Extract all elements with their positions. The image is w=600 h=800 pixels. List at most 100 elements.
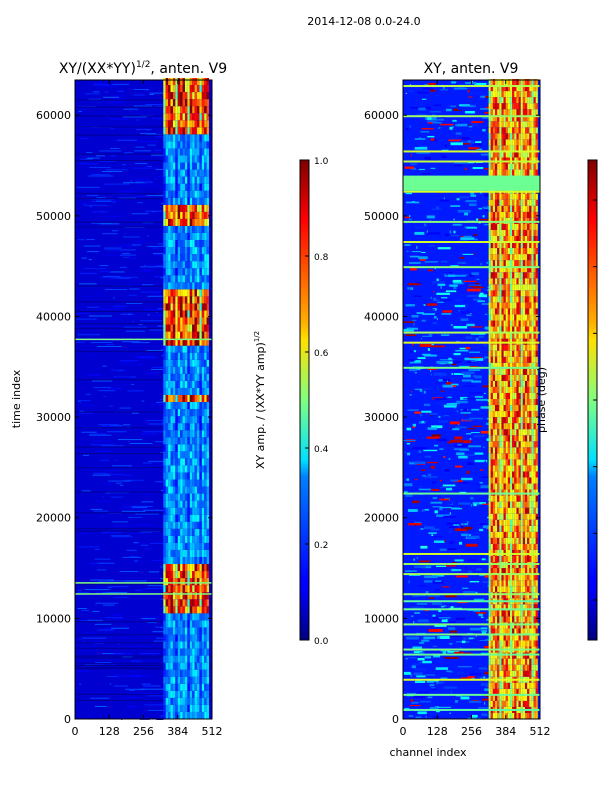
heatmap-cell	[112, 618, 126, 620]
heatmap-cell	[503, 211, 506, 218]
heatmap-cell	[170, 183, 173, 191]
heatmap-cell	[487, 322, 489, 325]
heatmap-cell	[501, 501, 504, 508]
heatmap-cell	[516, 398, 519, 406]
heatmap-cell	[180, 204, 183, 212]
heatmap-cell	[189, 169, 193, 177]
heatmap-cell	[507, 193, 511, 200]
heatmap-cell	[516, 543, 519, 550]
heatmap-cell	[197, 564, 200, 572]
heatmap-cell	[443, 686, 457, 689]
heatmap-cell	[175, 493, 178, 501]
heatmap-cell	[130, 189, 133, 191]
heatmap-cell	[197, 134, 200, 142]
heatmap-cell	[184, 711, 188, 719]
heatmap-cell	[510, 537, 513, 544]
heatmap-cell	[497, 513, 500, 520]
heatmap-cell	[510, 97, 513, 104]
heatmap-cell	[437, 318, 438, 321]
heatmap-cell	[206, 155, 210, 163]
heatmap-cell	[180, 542, 183, 550]
heatmap-cell	[449, 643, 453, 645]
heatmap-cell	[142, 431, 164, 433]
heatmap-cell	[175, 106, 178, 114]
heatmap-cell	[520, 543, 523, 550]
heatmap-cell	[117, 636, 130, 638]
heatmap-cell	[194, 585, 198, 593]
heatmap-cell	[168, 514, 171, 522]
heatmap-cell	[180, 564, 183, 572]
heatmap-cell	[201, 627, 205, 635]
heatmap-cell	[516, 115, 519, 122]
heatmap-cell	[168, 77, 171, 86]
heatmap-cell	[512, 284, 515, 291]
heatmap-cell	[184, 690, 188, 698]
heatmap-cell	[514, 260, 517, 267]
heatmap-cell	[177, 162, 181, 170]
heatmap-cell	[204, 620, 207, 628]
heatmap-cell	[206, 465, 210, 473]
heatmap-cell	[507, 235, 511, 243]
heatmap-cell	[405, 570, 417, 572]
heatmap-cell	[490, 145, 493, 152]
heatmap-cell	[499, 223, 502, 230]
heatmap-cell	[170, 289, 173, 297]
heatmap-cell	[512, 586, 515, 593]
heatmap-cell	[163, 113, 166, 121]
heatmap-cell	[112, 614, 123, 616]
heatmap-cell	[520, 495, 523, 502]
heatmap-cell	[180, 211, 183, 219]
heatmap-cell	[192, 507, 195, 515]
heatmap-cell	[418, 168, 425, 171]
heatmap-cell	[449, 512, 451, 515]
heatmap-cell	[187, 380, 190, 388]
heatmap-cell	[461, 371, 475, 374]
heatmap-cell	[197, 317, 200, 325]
heatmap-cell	[499, 374, 502, 381]
heatmap-cell	[512, 531, 515, 538]
heatmap-cell	[443, 86, 445, 89]
heatmap-cell	[175, 711, 178, 719]
heatmap-cell	[201, 275, 205, 283]
heatmap-cell	[199, 387, 202, 395]
heatmap-cell	[512, 459, 515, 466]
heatmap-cell	[182, 486, 185, 494]
heatmap-cell	[503, 519, 506, 526]
heatmap-cell	[518, 483, 521, 490]
heatmap-cell	[518, 151, 521, 158]
heatmap-cell	[495, 314, 498, 321]
heatmap-cell	[495, 308, 498, 315]
heatmap-cell	[495, 628, 498, 635]
heatmap-cell	[512, 417, 515, 424]
heatmap-cell	[96, 592, 108, 594]
heatmap-cell	[172, 282, 176, 290]
heatmap-cell	[177, 373, 181, 381]
heatmap-cell	[495, 435, 498, 442]
heatmap-cell	[170, 423, 173, 431]
heatmap-cell	[128, 670, 136, 672]
heatmap-cell	[514, 513, 517, 520]
heatmap-cell	[495, 139, 498, 146]
heatmap-cell	[170, 606, 173, 614]
heatmap-cell	[197, 606, 200, 614]
heatmap-cell	[168, 359, 171, 367]
heatmap-cell	[414, 461, 426, 465]
heatmap-cell	[135, 195, 147, 197]
heatmap-cell	[510, 254, 513, 261]
heatmap-cell	[103, 633, 105, 635]
heatmap-cell	[184, 535, 188, 543]
heatmap-cell	[201, 585, 205, 593]
heatmap-cell	[175, 338, 178, 346]
heatmap-cell	[476, 568, 482, 571]
heatmap-cell	[204, 296, 207, 304]
heatmap-cell	[172, 514, 176, 522]
heatmap-cell	[520, 586, 523, 593]
heatmap-cell	[520, 411, 523, 418]
heatmap-cell	[197, 162, 200, 170]
heatmap-cell	[177, 472, 181, 480]
heatmap-cell	[199, 409, 202, 417]
heatmap-cell	[514, 235, 517, 243]
heatmap-cell	[182, 627, 185, 635]
heatmap-cell	[492, 296, 496, 303]
heatmap-cell	[189, 704, 193, 712]
